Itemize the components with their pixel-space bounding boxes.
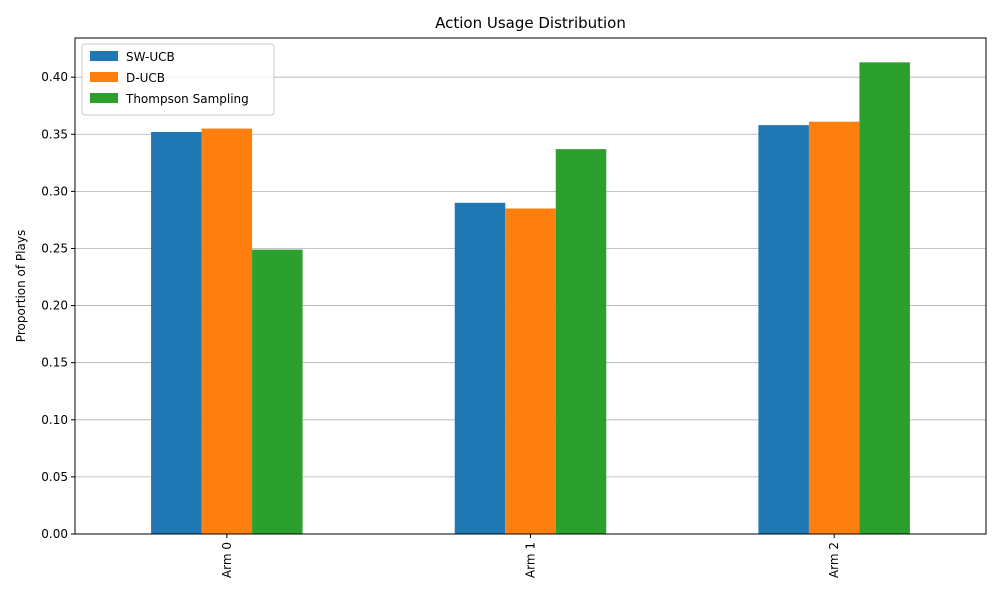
x-tick-label: Arm 0 (220, 542, 234, 578)
y-tick-label: 0.40 (41, 70, 68, 84)
bar-sw-ucb-arm-1 (454, 202, 506, 535)
bar-thompson-sampling-arm-0 (252, 249, 303, 535)
y-axis-ticks: 0.00 0.05 0.10 0.15 0.20 0.25 0.30 0.35 0.40 (41, 70, 75, 541)
y-tick-label: 0.25 (41, 241, 68, 255)
bar-d-ucb-arm-0 (201, 128, 253, 534)
bars (151, 62, 910, 535)
y-tick-label: 0.05 (41, 470, 68, 484)
bar-thompson-sampling-arm-1 (555, 149, 607, 535)
bar-sw-ucb-arm-2 (758, 125, 809, 534)
legend-box (81, 43, 275, 116)
y-tick-label: 0.00 (41, 527, 68, 541)
legend-label: SW-UCB (126, 50, 175, 64)
x-tick-label: Arm 1 (524, 542, 538, 578)
y-axis-label: Proportion of Plays (14, 230, 28, 342)
legend-label: D-UCB (126, 71, 165, 85)
chart-title: Action Usage Distribution (435, 14, 626, 32)
legend-swatch (90, 51, 118, 61)
bar-sw-ucb-arm-0 (151, 131, 202, 534)
x-axis-ticks: Arm 0 Arm 1 Arm 2 (220, 534, 841, 578)
legend-swatch (90, 72, 118, 82)
bar-d-ucb-arm-2 (808, 121, 860, 534)
bar-d-ucb-arm-1 (505, 208, 556, 534)
bar-thompson-sampling-arm-2 (859, 62, 910, 534)
y-tick-label: 0.20 (41, 299, 68, 313)
y-tick-label: 0.10 (41, 413, 68, 427)
y-tick-label: 0.15 (41, 356, 68, 370)
legend-swatch (90, 93, 118, 103)
y-tick-label: 0.35 (41, 127, 68, 141)
legend: SW-UCB D-UCB Thompson Sampling (81, 43, 275, 116)
x-tick-label: Arm 2 (827, 542, 841, 578)
legend-label: Thompson Sampling (125, 92, 249, 106)
y-tick-label: 0.30 (41, 184, 68, 198)
